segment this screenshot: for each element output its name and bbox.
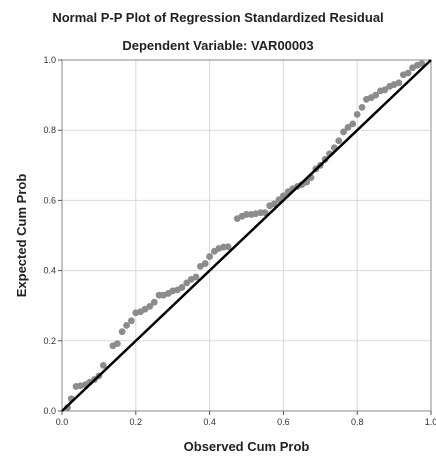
data-point [178, 284, 186, 291]
grid-lines [62, 60, 431, 411]
data-point [335, 137, 343, 145]
data-point [395, 79, 403, 87]
data-point [146, 303, 154, 310]
data-point [201, 260, 209, 267]
data-point [113, 340, 121, 348]
data-point [270, 200, 278, 208]
y-tick-label: 0.2 [43, 336, 56, 346]
data-point [381, 86, 389, 94]
chart-subtitle: Dependent Variable: VAR00003 [122, 38, 314, 53]
plot-frame [61, 59, 432, 412]
x-tick-label: 0.0 [56, 417, 69, 427]
data-point [118, 328, 126, 336]
data-point [99, 361, 107, 369]
data-point [206, 253, 214, 260]
y-tick-label: 0.0 [43, 406, 56, 416]
data-point [150, 298, 158, 306]
x-tick-label: 0.2 [130, 417, 143, 427]
data-point [192, 273, 200, 281]
chart-title: Normal P-P Plot of Regression Standardiz… [52, 10, 384, 25]
x-tick-label: 1.0 [425, 417, 436, 427]
data-point [418, 60, 426, 67]
x-axis-label: Observed Cum Prob [184, 439, 310, 454]
y-axis-ticks: 0.0 0.2 0.4 0.6 0.8 1.0 [43, 55, 62, 416]
data-point [127, 317, 135, 325]
y-axis-label: Expected Cum Prob [14, 174, 29, 298]
x-tick-label: 0.4 [203, 417, 216, 427]
data-point [261, 209, 269, 217]
x-tick-label: 0.6 [277, 417, 290, 427]
data-point [349, 120, 357, 128]
data-point [123, 321, 130, 329]
y-tick-label: 1.0 [43, 55, 56, 65]
data-point [243, 211, 250, 218]
data-point [358, 103, 366, 111]
data-point [353, 111, 361, 118]
data-point [340, 128, 347, 136]
y-tick-label: 0.8 [43, 125, 56, 135]
y-tick-label: 0.4 [43, 266, 56, 276]
x-tick-label: 0.8 [351, 417, 364, 427]
reference-line [61, 59, 432, 412]
x-axis-ticks: 0.0 0.2 0.4 0.6 0.8 1.0 [56, 411, 436, 427]
data-point [372, 91, 380, 99]
data-point [344, 123, 352, 131]
data-point [404, 69, 412, 77]
y-tick-label: 0.6 [43, 195, 56, 205]
data-point [224, 243, 232, 251]
